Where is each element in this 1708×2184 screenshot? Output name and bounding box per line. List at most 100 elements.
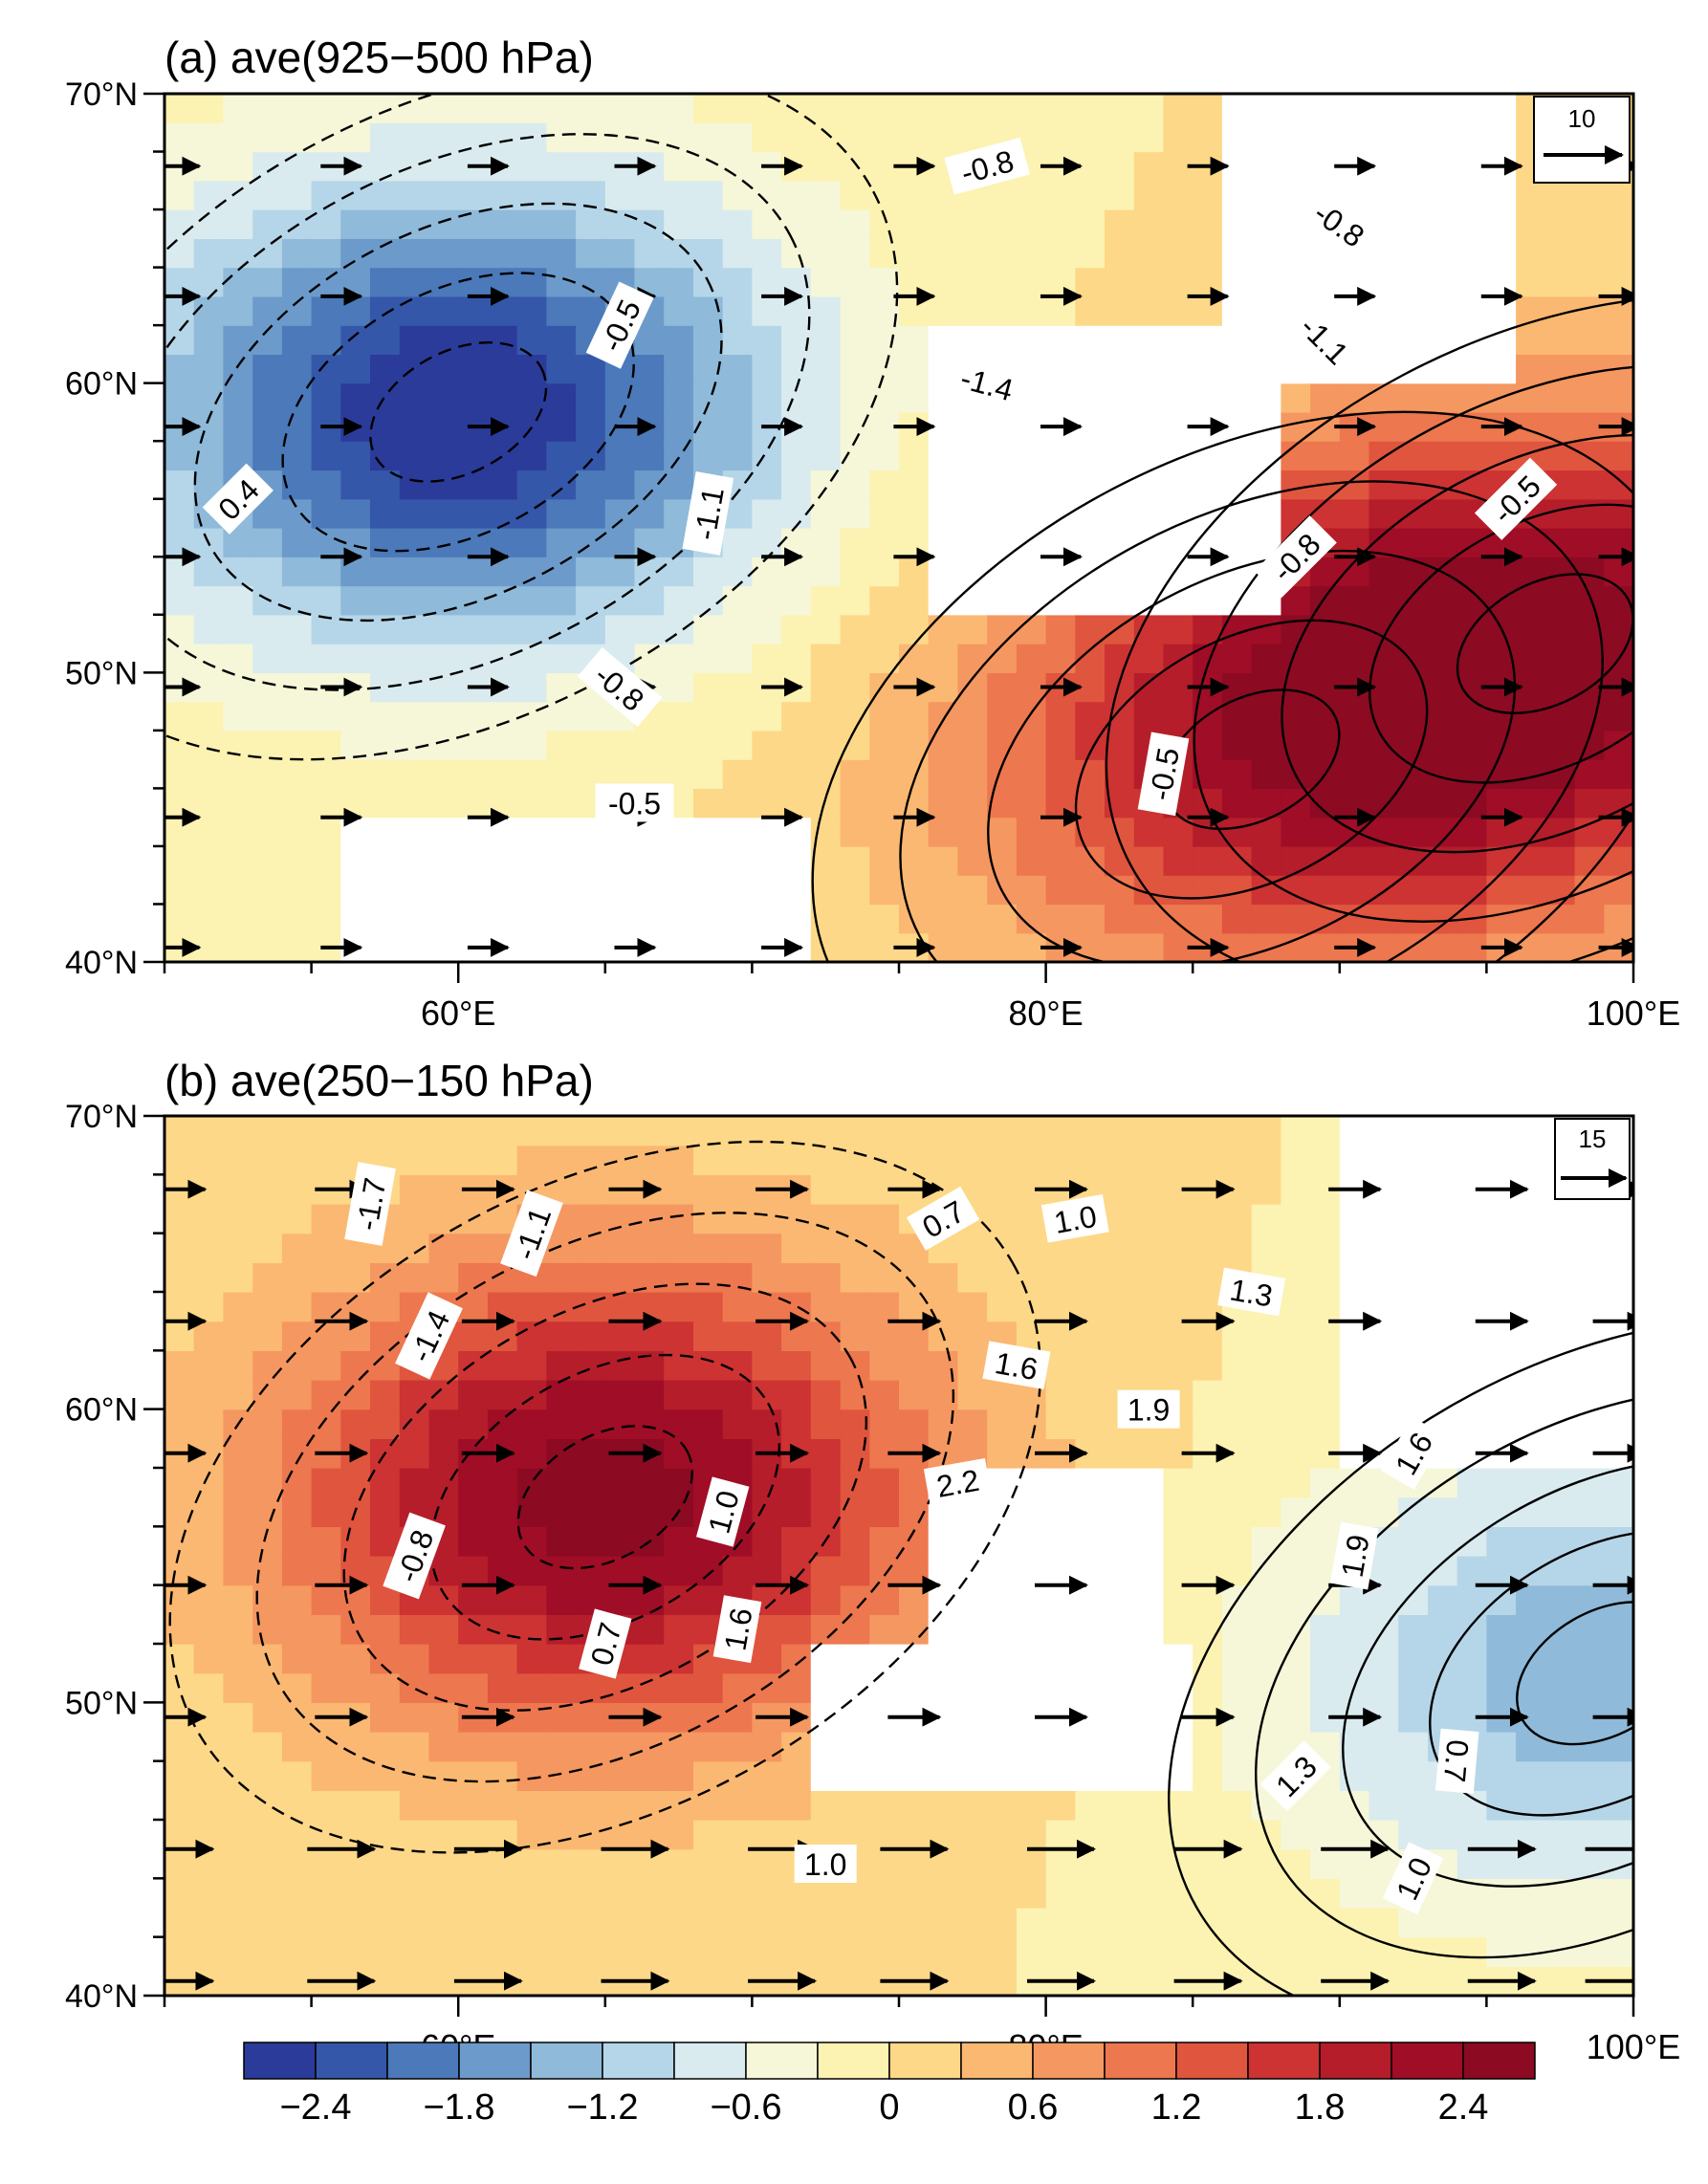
field-cell — [604, 845, 636, 876]
field-cell — [164, 1584, 195, 1615]
field-cell — [693, 1350, 724, 1381]
field-cell — [987, 614, 1018, 644]
field-cell — [516, 672, 547, 703]
field-cell — [1369, 1350, 1399, 1381]
field-cell — [252, 1672, 283, 1703]
field-cell — [223, 1145, 253, 1175]
field-cell — [634, 1409, 665, 1439]
field-cell — [281, 1526, 313, 1557]
field-cell — [634, 1672, 665, 1703]
field-cell — [957, 1732, 988, 1762]
field-cell — [193, 817, 224, 847]
field-cell — [899, 1468, 930, 1498]
field-cell — [546, 1790, 577, 1821]
field-cell — [223, 411, 253, 442]
colorbar-tick-label: −1.8 — [423, 2087, 494, 2128]
field-cell — [840, 498, 870, 529]
field-cell — [1428, 904, 1458, 934]
field-cell — [458, 209, 489, 239]
field-cell — [311, 1233, 341, 1263]
field-cell — [252, 1321, 283, 1351]
field-cell — [1310, 1292, 1341, 1322]
field-cell — [546, 1292, 577, 1322]
field-cell — [1604, 1878, 1633, 1909]
field-cell — [487, 94, 518, 123]
field-cell — [1221, 904, 1253, 934]
field-cell — [987, 1820, 1018, 1850]
field-cell — [781, 1204, 812, 1234]
field-cell — [781, 1878, 812, 1909]
field-cell — [781, 730, 812, 760]
field-cell — [957, 325, 988, 355]
field-cell — [1574, 1496, 1605, 1527]
field-cell — [840, 1262, 870, 1293]
field-cell — [1428, 1526, 1458, 1557]
field-cell — [193, 354, 224, 384]
field-cell — [1133, 1468, 1165, 1498]
field-cell — [223, 845, 253, 876]
field-cell — [1133, 1292, 1165, 1322]
field-cell — [516, 1584, 547, 1615]
field-cell — [1016, 1878, 1047, 1909]
field-cell — [987, 1966, 1018, 1996]
field-cell — [193, 1878, 224, 1909]
field-cell — [281, 498, 313, 529]
field-cell — [1221, 1672, 1253, 1703]
field-cell — [1016, 817, 1047, 847]
field-cell — [1251, 1233, 1281, 1263]
field-cell — [164, 354, 195, 384]
field-cell — [1221, 1644, 1253, 1674]
field-cell — [1251, 1878, 1281, 1909]
field-cell — [1398, 94, 1429, 123]
field-cell — [311, 1584, 341, 1615]
field-cell — [1251, 122, 1281, 153]
field-cell — [281, 845, 313, 876]
field-cell — [987, 470, 1018, 500]
field-cell — [1398, 875, 1429, 906]
field-cell — [928, 1262, 958, 1293]
field-cell — [458, 1116, 489, 1147]
field-cell — [458, 1936, 489, 1967]
field-cell — [810, 1116, 842, 1147]
field-cell — [752, 875, 782, 906]
field-cell — [1486, 1584, 1517, 1615]
field-cell — [576, 875, 606, 906]
field-cell — [370, 1732, 401, 1762]
field-cell — [193, 1526, 224, 1557]
field-cell — [576, 904, 606, 934]
field-cell — [1574, 238, 1605, 269]
field-cell — [722, 1145, 753, 1175]
field-cell — [458, 1584, 489, 1615]
field-cell — [987, 1584, 1018, 1615]
field-cell — [1544, 904, 1576, 934]
field-cell — [928, 267, 958, 297]
field-cell — [1456, 1820, 1487, 1850]
field-cell — [928, 585, 958, 616]
field-cell — [693, 1848, 724, 1879]
field-cell — [1016, 788, 1047, 819]
field-cell — [1456, 1584, 1487, 1615]
field-cell — [604, 1409, 636, 1439]
field-cell — [164, 730, 195, 760]
field-cell — [1045, 470, 1076, 500]
field-cell — [899, 295, 930, 326]
field-cell — [1398, 1116, 1429, 1147]
field-cell — [899, 382, 930, 413]
field-cell — [1133, 1848, 1165, 1879]
field-cell — [987, 1145, 1018, 1175]
field-cell — [987, 1438, 1018, 1469]
field-cell — [693, 1145, 724, 1175]
field-cell — [164, 1732, 195, 1762]
field-cell — [487, 1672, 518, 1703]
field-cell — [722, 441, 753, 471]
colorbar: −2.4 −1.8 −1.2 −0.6 0 0.6 1.2 1.8 2.4 — [243, 2042, 1536, 2128]
field-cell — [899, 701, 930, 732]
field-cell — [1221, 295, 1253, 326]
field-cell — [1604, 1233, 1633, 1263]
field-cell — [840, 411, 870, 442]
field-cell — [1163, 267, 1193, 297]
field-cell — [399, 1702, 430, 1733]
field-cell — [752, 759, 782, 789]
field-cell — [516, 1732, 547, 1762]
field-cell — [399, 845, 430, 876]
